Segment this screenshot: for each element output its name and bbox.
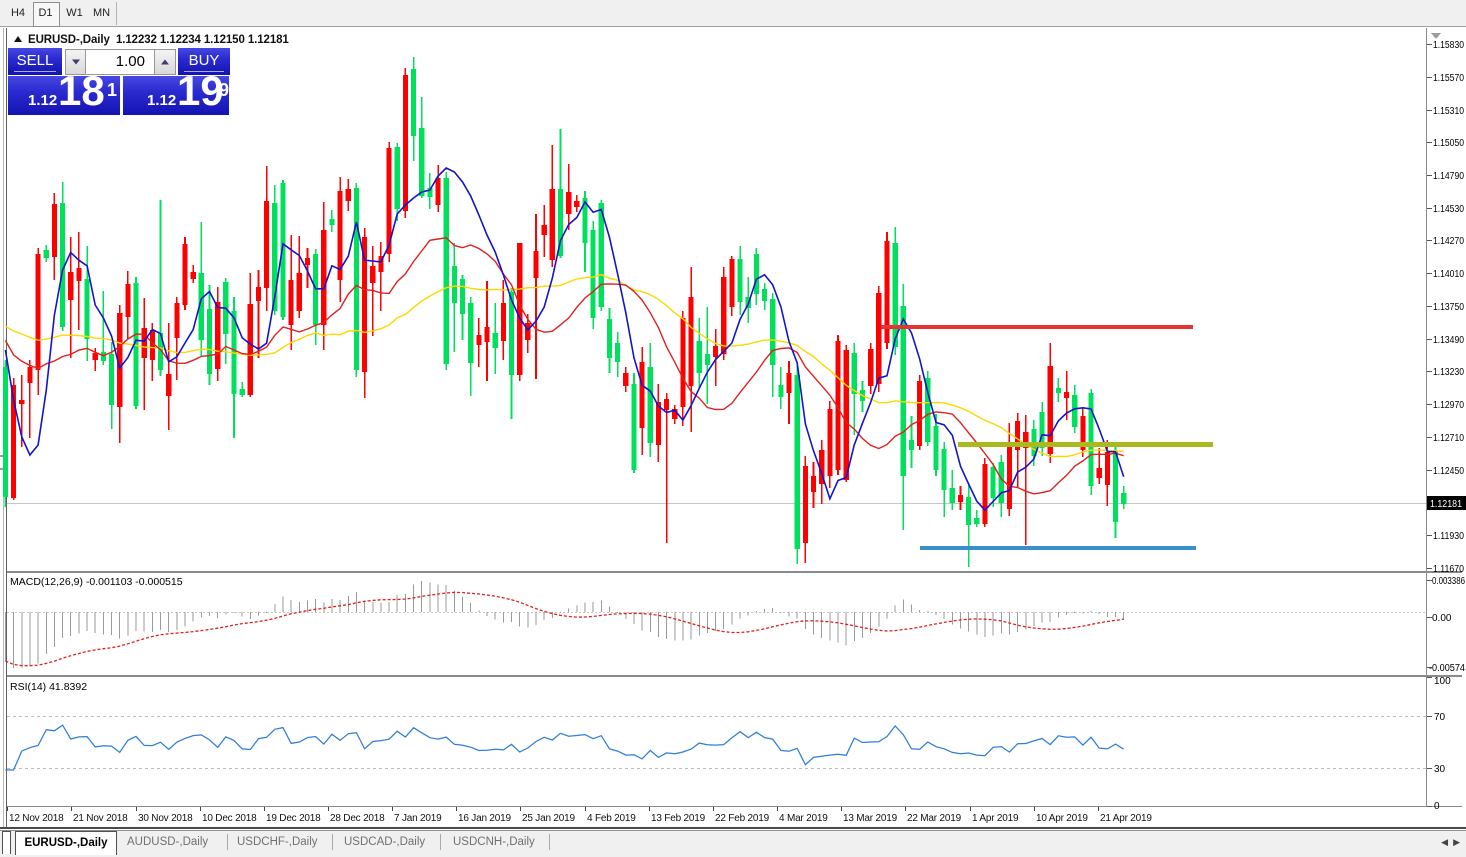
svg-text:-0.00574: -0.00574 (1429, 663, 1465, 674)
svg-text:1.11670: 1.11670 (1433, 564, 1464, 575)
svg-text:4 Mar 2019: 4 Mar 2019 (779, 813, 828, 824)
svg-text:100: 100 (1434, 676, 1451, 687)
svg-text:MACD(12,26,9) -0.001103 -0.000: MACD(12,26,9) -0.001103 -0.000515 (10, 576, 183, 588)
svg-text:19 Dec 2018: 19 Dec 2018 (266, 813, 321, 824)
svg-text:7 Jan 2019: 7 Jan 2019 (394, 813, 442, 824)
svg-text:10 Apr 2019: 10 Apr 2019 (1036, 813, 1088, 824)
svg-text:0: 0 (1434, 801, 1440, 812)
svg-text:70: 70 (1434, 712, 1446, 723)
svg-text:13 Mar 2019: 13 Mar 2019 (843, 813, 898, 824)
svg-text:13 Feb 2019: 13 Feb 2019 (651, 813, 706, 824)
svg-text:16 Jan 2019: 16 Jan 2019 (458, 813, 511, 824)
svg-text:1.12970: 1.12970 (1433, 400, 1464, 411)
svg-text:1.11930: 1.11930 (1433, 531, 1464, 542)
svg-text:1.13750: 1.13750 (1433, 302, 1464, 313)
svg-text:1.13230: 1.13230 (1433, 367, 1464, 378)
svg-text:30 Nov 2018: 30 Nov 2018 (138, 813, 193, 824)
svg-text:10 Dec 2018: 10 Dec 2018 (202, 813, 257, 824)
svg-text:1.12450: 1.12450 (1433, 466, 1464, 477)
svg-text:1.13490: 1.13490 (1433, 335, 1464, 346)
svg-text:1.14530: 1.14530 (1433, 204, 1464, 215)
svg-text:0.003386: 0.003386 (1432, 576, 1465, 587)
svg-text:1.15310: 1.15310 (1433, 106, 1464, 117)
svg-text:1.12710: 1.12710 (1433, 433, 1464, 444)
svg-text:4 Feb 2019: 4 Feb 2019 (587, 813, 636, 824)
svg-text:25 Jan 2019: 25 Jan 2019 (522, 813, 575, 824)
svg-text:1.15830: 1.15830 (1433, 40, 1464, 51)
svg-text:1.12181: 1.12181 (1430, 499, 1462, 510)
svg-text:22 Feb 2019: 22 Feb 2019 (715, 813, 770, 824)
svg-text:1.14010: 1.14010 (1433, 269, 1464, 280)
svg-text:1.14790: 1.14790 (1433, 171, 1464, 182)
svg-text:12 Nov 2018: 12 Nov 2018 (9, 813, 64, 824)
svg-text:1.15050: 1.15050 (1433, 138, 1464, 149)
svg-text:30: 30 (1434, 764, 1446, 775)
svg-text:RSI(14) 41.8392: RSI(14) 41.8392 (10, 681, 87, 693)
svg-text:1 Apr 2019: 1 Apr 2019 (972, 813, 1019, 824)
svg-text:21 Nov 2018: 21 Nov 2018 (73, 813, 128, 824)
svg-text:1.14270: 1.14270 (1433, 236, 1464, 247)
svg-text:0.00: 0.00 (1432, 613, 1452, 624)
svg-text:21 Apr 2019: 21 Apr 2019 (1100, 813, 1152, 824)
svg-text:1.15570: 1.15570 (1433, 73, 1464, 84)
svg-text:22 Mar 2019: 22 Mar 2019 (907, 813, 962, 824)
svg-text:28 Dec 2018: 28 Dec 2018 (330, 813, 385, 824)
